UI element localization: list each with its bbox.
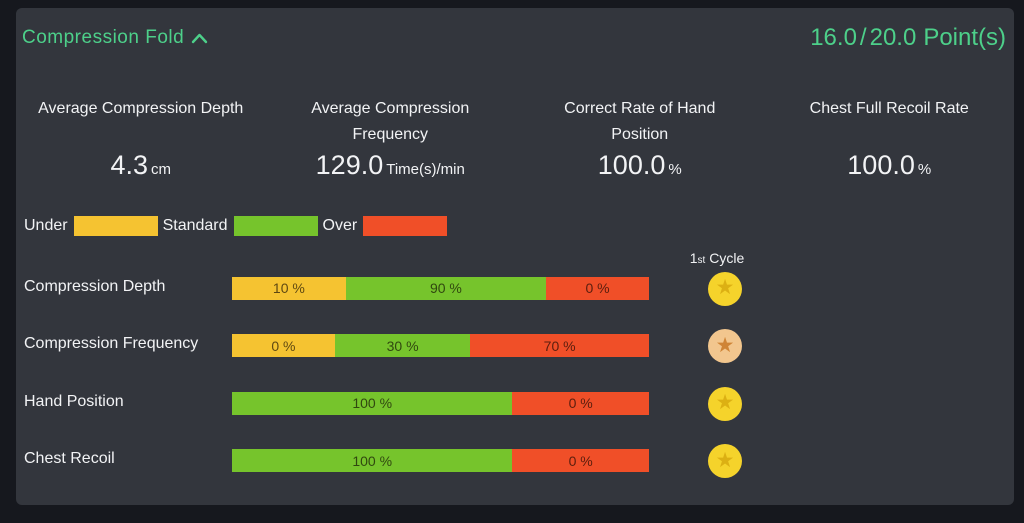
legend-item: Under — [24, 216, 158, 236]
row-label: Compression Frequency — [24, 334, 199, 352]
star-glyph: ★ — [715, 391, 735, 414]
stat-value: 129.0 — [315, 150, 384, 180]
star-glyph: ★ — [715, 448, 735, 472]
bar-segment-over: 0 % — [512, 391, 649, 415]
legend-label: Under — [24, 217, 68, 234]
stat-value: 4.3 — [110, 150, 149, 180]
stat-unit: % — [917, 161, 932, 178]
bar-segment-over: 70 % — [470, 334, 649, 357]
stat-title: Average Compression Frequency — [311, 100, 470, 143]
bar-segment-over: 0 % — [512, 449, 649, 472]
table-row: Hand Position 100 % 0 % ★ — [24, 386, 1004, 421]
row-label: Hand Position — [24, 392, 124, 410]
legend-item: Standard — [163, 216, 318, 236]
stat-value-row: 4.3 cm — [16, 150, 266, 181]
stat-card: Correct Rate of Hand Position 100.0% — [515, 96, 765, 181]
stat-value-row: 129.0 Time(s)/min — [266, 150, 516, 181]
stat-value-row: 100.0% — [515, 150, 765, 181]
legend-swatch — [233, 216, 318, 236]
stacked-bar: 0 % 30 % 70 % — [232, 334, 649, 357]
stat-unit: % — [668, 161, 682, 178]
medal-star-icon: ★ — [708, 271, 742, 306]
stacked-bar: 100 % 0 % — [232, 391, 649, 415]
section-fold-toggle[interactable]: Compression Fold — [22, 27, 208, 49]
score-separator: / — [859, 24, 867, 51]
bar-segment-standard: 100 % — [232, 449, 513, 472]
bar-segment-standard: 100 % — [232, 391, 513, 415]
bar-segment-standard: 90 % — [345, 276, 547, 300]
panel-header: Compression Fold 16.0 / 20.0 Point(s) — [22, 20, 1006, 56]
stat-unit: cm — [151, 161, 172, 178]
summary-stats-row: Average Compression Depth 4.3 cm Average … — [16, 96, 1014, 181]
stat-value-row: 100.0% — [765, 150, 1015, 181]
row-label: Chest Recoil — [24, 449, 115, 467]
bar-segment-under: 0 % — [232, 334, 335, 357]
compression-results-panel: Compression Fold 16.0 / 20.0 Point(s) Av… — [16, 8, 1014, 505]
band-legend: Under Standard Over — [24, 216, 448, 236]
score-total: 20.0 — [869, 24, 917, 51]
stacked-bar: 10 % 90 % 0 % — [232, 276, 649, 300]
medal-star-icon: ★ — [708, 444, 742, 478]
stacked-bar: 100 % 0 % — [232, 449, 649, 472]
stat-card: Average Compression Depth 4.3 cm — [16, 96, 266, 181]
table-row: Compression Depth 10 % 90 % 0 % ★ — [24, 271, 1004, 306]
cycle-column-header: 1st Cycle — [661, 250, 773, 266]
stat-card: Average Compression Frequency 129.0 Time(… — [266, 96, 516, 181]
star-glyph: ★ — [715, 276, 735, 299]
stat-unit: Time(s)/min — [386, 161, 465, 178]
medal-star-icon: ★ — [708, 386, 742, 421]
stat-title: Correct Rate of Hand Position — [564, 100, 716, 143]
legend-swatch — [363, 216, 448, 236]
section-title: Compression Fold — [22, 27, 185, 48]
table-row: Chest Recoil 100 % 0 % ★ — [24, 444, 1004, 478]
legend-item: Over — [323, 216, 448, 236]
stat-title: Chest Full Recoil Rate — [809, 100, 969, 117]
cycle-number: 1 — [689, 250, 698, 266]
chevron-up-icon — [191, 33, 208, 44]
legend-label: Standard — [162, 217, 228, 234]
score-display: 16.0 / 20.0 Point(s) — [810, 24, 1006, 52]
stat-value: 100.0 — [597, 150, 666, 180]
table-row: Compression Frequency 0 % 30 % 70 % ★ — [24, 329, 1004, 363]
legend-swatch — [73, 216, 158, 236]
score-current: 16.0 — [810, 24, 857, 51]
bar-segment-over: 0 % — [546, 276, 649, 300]
score-unit: Point(s) — [923, 24, 1006, 51]
row-label: Compression Depth — [24, 277, 166, 295]
bar-segment-under: 10 % — [232, 276, 346, 300]
star-glyph: ★ — [715, 333, 735, 357]
medal-star-icon: ★ — [708, 329, 742, 363]
stat-title: Average Compression Depth — [38, 100, 244, 117]
stat-card: Chest Full Recoil Rate 100.0% — [765, 96, 1015, 181]
legend-label: Over — [322, 217, 358, 234]
bar-segment-standard: 30 % — [334, 334, 471, 357]
cycle-word: Cycle — [709, 250, 745, 266]
metric-rows: Compression Depth 10 % 90 % 0 % ★ Compress… — [16, 8, 1014, 505]
cycle-ordinal: st — [697, 255, 706, 266]
stat-value: 100.0 — [847, 150, 915, 180]
